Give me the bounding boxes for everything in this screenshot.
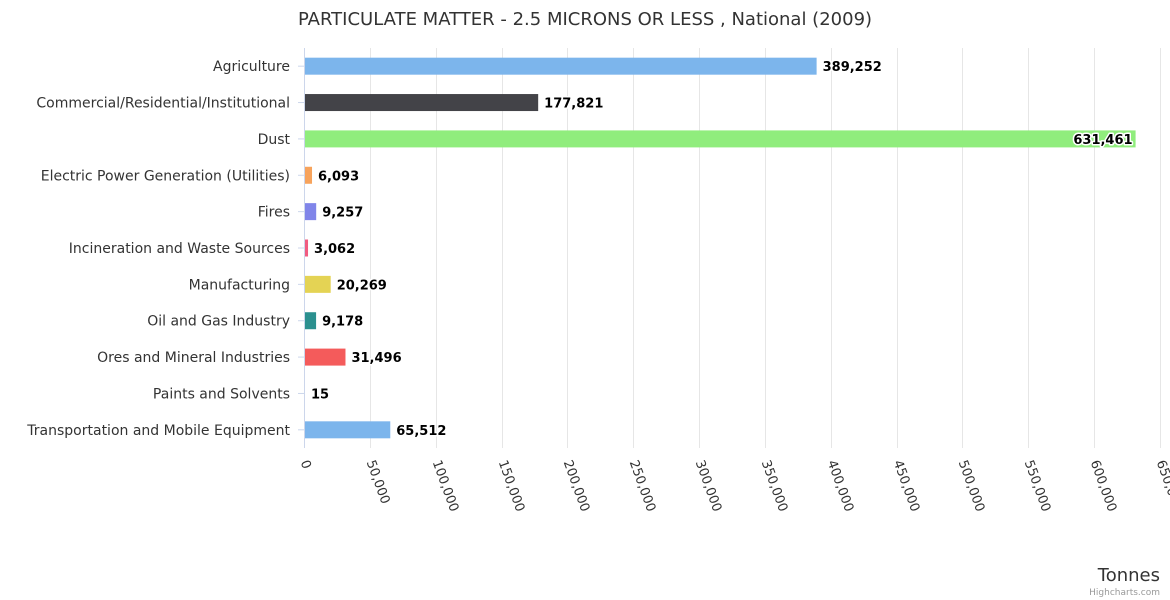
data-label: 20,269	[337, 278, 387, 293]
bar-series	[304, 57, 1136, 439]
category-label: Dust	[258, 132, 291, 148]
data-label: 3,062	[314, 242, 355, 257]
category-label: Agriculture	[213, 59, 290, 75]
x-tick-label: 200,000	[560, 458, 592, 514]
category-label: Commercial/Residential/Institutional	[36, 96, 290, 112]
data-label: 177,821	[544, 97, 603, 112]
data-label: 9,178	[322, 315, 363, 330]
category-label: Incineration and Waste Sources	[69, 241, 290, 257]
category-label: Fires	[258, 205, 290, 221]
bar[interactable]	[304, 94, 539, 112]
data-label: 15	[311, 387, 329, 402]
bar[interactable]	[304, 421, 391, 439]
chart-title: PARTICULATE MATTER - 2.5 MICRONS OR LESS…	[298, 9, 872, 30]
grid-lines	[304, 48, 1161, 448]
category-label: Manufacturing	[189, 277, 290, 293]
category-label: Ores and Mineral Industries	[97, 350, 290, 366]
data-label: 65,512	[396, 424, 446, 439]
x-tick-label: 650,000	[1153, 458, 1170, 514]
x-tick-label: 450,000	[890, 458, 922, 514]
data-label: 631,461	[1073, 133, 1132, 148]
x-tick-label: 550,000	[1021, 458, 1053, 514]
bar[interactable]	[304, 239, 309, 257]
category-label: Transportation and Mobile Equipment	[26, 423, 290, 439]
value-axis: 0 50,000 100,000 150,000 200,000 250,000 300,0…	[297, 458, 1170, 514]
credits-link[interactable]: Highcharts.com	[1089, 588, 1160, 598]
x-axis-title: Tonnes	[1097, 565, 1160, 586]
bar[interactable]	[304, 203, 317, 221]
category-axis: Agriculture Commercial/Residential/Instit…	[26, 48, 305, 448]
category-label: Paints and Solvents	[153, 386, 290, 402]
x-tick-label: 600,000	[1087, 458, 1119, 514]
bar[interactable]	[304, 166, 313, 184]
data-label: 6,093	[318, 169, 359, 184]
category-label: Oil and Gas Industry	[147, 314, 290, 330]
x-tick-label: 300,000	[692, 458, 724, 514]
x-tick-label: 100,000	[429, 458, 461, 514]
category-label: Electric Power Generation (Utilities)	[41, 168, 290, 184]
x-tick-label: 350,000	[758, 458, 790, 514]
x-tick-label: 500,000	[955, 458, 987, 514]
data-label: 31,496	[351, 351, 401, 366]
x-tick-label: 0	[297, 458, 314, 471]
bar[interactable]	[304, 130, 1136, 148]
bar[interactable]	[304, 312, 317, 330]
bar[interactable]	[304, 57, 817, 75]
bar[interactable]	[304, 275, 331, 293]
data-label: 389,252	[823, 60, 882, 75]
x-tick-label: 50,000	[363, 458, 393, 506]
x-tick-label: 400,000	[824, 458, 856, 514]
data-label: 9,257	[322, 206, 363, 221]
x-tick-label: 150,000	[495, 458, 527, 514]
data-labels: 389,252 177,821 631,461 6,093 9,257 3,062 20,2…	[310, 59, 1135, 441]
bar[interactable]	[304, 348, 346, 366]
x-tick-label: 250,000	[626, 458, 658, 514]
